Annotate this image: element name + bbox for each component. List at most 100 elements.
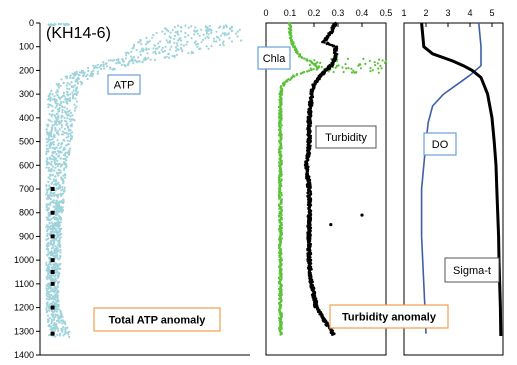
atp-point	[55, 204, 58, 208]
atp-point	[49, 99, 52, 102]
atp-point	[48, 113, 51, 116]
atp-point	[54, 335, 57, 338]
chla-point	[320, 65, 323, 68]
atp-point	[173, 41, 176, 44]
atp-point	[60, 164, 64, 167]
atp-point	[54, 150, 57, 154]
depth-tick-label: 1300	[14, 326, 34, 336]
atp-point	[200, 41, 203, 44]
atp-point	[186, 40, 189, 44]
atp-point	[62, 161, 65, 164]
atp-point	[50, 309, 54, 313]
atp-point	[102, 63, 105, 66]
atp-point	[51, 289, 55, 292]
atp-point	[79, 80, 82, 84]
turbidity-label: Turbidity	[325, 132, 367, 144]
atp-point	[48, 219, 51, 222]
atp-point	[127, 52, 130, 55]
atp-point	[45, 261, 48, 264]
atp-point	[135, 48, 138, 52]
atp-point	[130, 50, 133, 54]
atp-point	[57, 211, 60, 214]
chla-point	[278, 207, 281, 210]
chla-point	[354, 71, 358, 74]
atp-point	[65, 131, 68, 134]
atp-point	[240, 39, 243, 42]
chla-point	[317, 65, 320, 68]
chla-point	[346, 57, 350, 61]
atp-point	[45, 152, 48, 156]
atp-point	[48, 214, 52, 217]
atp-point	[45, 307, 48, 310]
chla-turbidity-panel: 0 0.1 0.2 0.3 0.4 0.5	[263, 8, 392, 356]
atp-point	[65, 164, 68, 168]
atp-point	[57, 318, 60, 321]
turbidity-point	[329, 331, 333, 335]
atp-point	[70, 137, 73, 140]
chla-point	[377, 71, 380, 74]
chla-point	[282, 84, 285, 87]
atp-point	[55, 231, 58, 234]
atp-anomaly-label: Total ATP anomaly	[109, 315, 207, 327]
chla-point	[378, 58, 381, 61]
atp-point	[152, 51, 155, 54]
atp-point	[54, 271, 57, 274]
atp-point	[61, 206, 64, 209]
atp-point	[54, 189, 58, 192]
atp-point	[166, 41, 169, 44]
atp-point	[57, 174, 60, 177]
atp-point	[85, 75, 88, 78]
chla-point	[279, 333, 282, 336]
atp-point	[66, 94, 69, 97]
atp-point	[64, 110, 67, 113]
chla-point	[300, 56, 304, 60]
atp-point	[105, 62, 108, 65]
atp-point	[56, 196, 59, 199]
atp-point	[55, 153, 58, 156]
atp-point	[223, 34, 226, 37]
atp-point	[228, 27, 232, 30]
atp-point	[56, 274, 59, 277]
atp-point	[130, 55, 133, 58]
turbidity-tick-label: 0	[263, 8, 268, 18]
turbidity-point	[323, 41, 326, 44]
atp-point	[210, 29, 213, 32]
atp-point	[177, 33, 180, 36]
atp-point	[54, 277, 57, 280]
atp-point	[48, 260, 51, 263]
depth-tick-label: 1200	[14, 303, 34, 313]
atp-point	[53, 179, 56, 183]
atp-point	[128, 60, 131, 64]
atp-point	[58, 334, 61, 337]
atp-point	[46, 125, 50, 128]
atp-point	[100, 64, 103, 67]
atp-point	[54, 306, 57, 309]
atp-point	[59, 97, 62, 100]
atp-point	[64, 326, 67, 329]
do-tick-label: 1	[401, 8, 406, 18]
atp-point	[66, 139, 69, 142]
atp-point	[90, 70, 94, 73]
atp-point	[225, 25, 228, 28]
atp-point	[58, 151, 61, 154]
atp-point	[175, 49, 178, 52]
atp-point	[132, 47, 135, 50]
atp-point	[62, 157, 65, 160]
atp-point	[222, 40, 225, 43]
atp-point	[62, 326, 65, 329]
atp-point	[54, 175, 57, 178]
atp-point	[146, 52, 149, 55]
atp-point	[117, 61, 120, 64]
atp-point	[64, 176, 67, 179]
atp-point	[196, 32, 199, 35]
atp-label: ATP	[114, 80, 135, 92]
atp-point	[50, 318, 54, 321]
atp-point	[45, 311, 48, 314]
atp-point	[56, 293, 59, 296]
atp-point	[163, 56, 166, 59]
atp-point	[83, 72, 86, 75]
atp-point	[47, 269, 50, 272]
atp-point	[91, 73, 95, 76]
atp-point	[53, 222, 56, 225]
atp-point	[67, 133, 70, 136]
